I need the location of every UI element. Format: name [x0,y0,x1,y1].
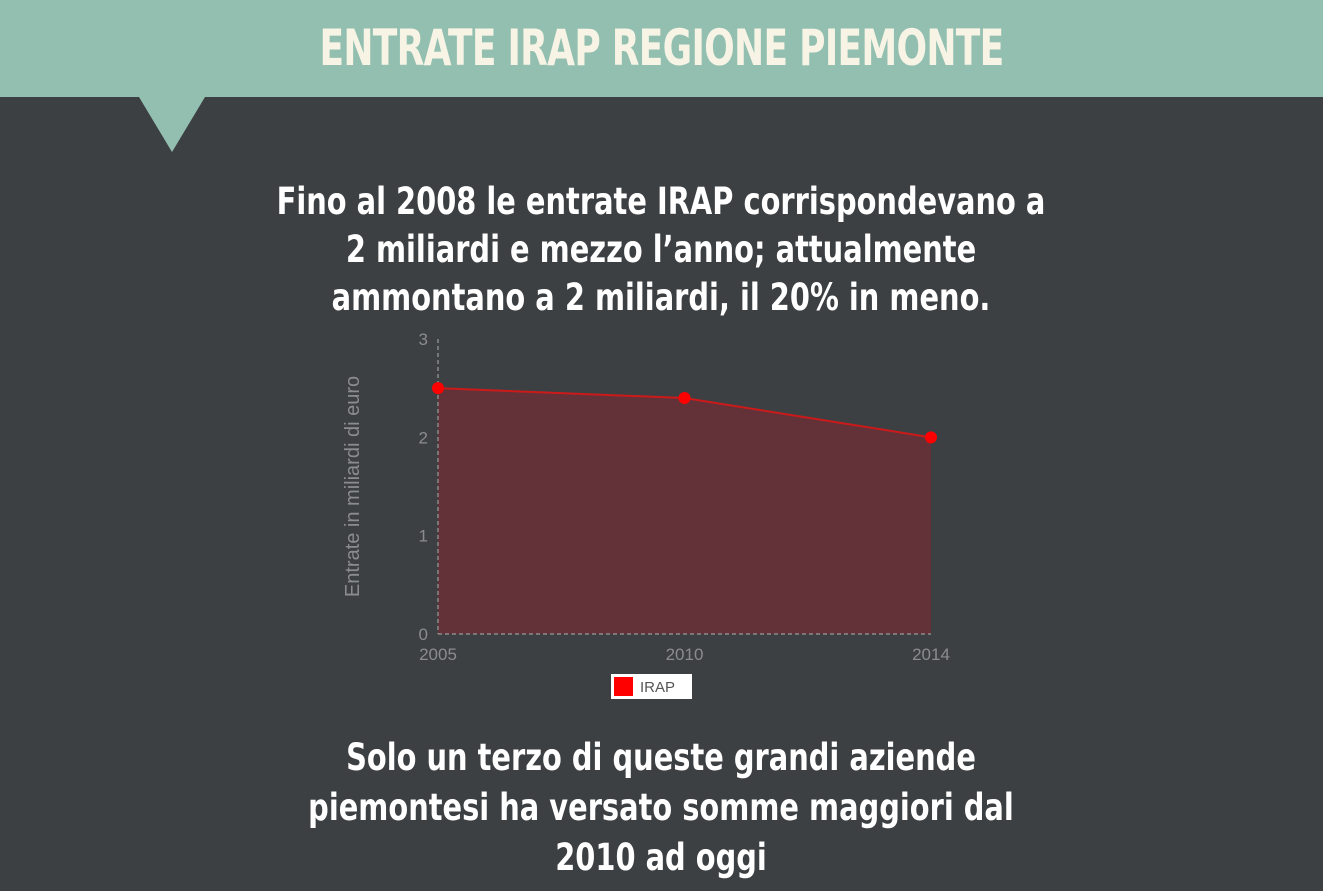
x-tick-label: 2005 [419,645,457,664]
intro-text: Fino al 2008 le entrate IRAP corrisponde… [276,180,1046,319]
page-title: ENTRATE IRAP REGIONE PIEMONTE [319,19,1005,77]
y-tick-label: 0 [419,625,428,644]
y-axis-title: Entrate in miliardi di euro [342,376,364,597]
series-area-fill [438,388,931,634]
data-point-2005 [432,382,444,395]
legend-label: IRAP [640,679,675,696]
footer-text: Solo un terzo di queste grandi aziende p… [308,736,1014,879]
y-tick-label: 1 [419,527,428,546]
x-tick-label: 2010 [666,645,704,664]
data-point-2014 [925,431,937,444]
title-banner [0,0,1323,97]
data-point-2010 [678,392,691,404]
y-tick-label: 3 [419,330,428,349]
legend-swatch [614,677,633,696]
y-tick-label: 2 [419,428,428,447]
x-tick-label: 2014 [912,645,950,664]
banner-pointer [139,97,205,152]
